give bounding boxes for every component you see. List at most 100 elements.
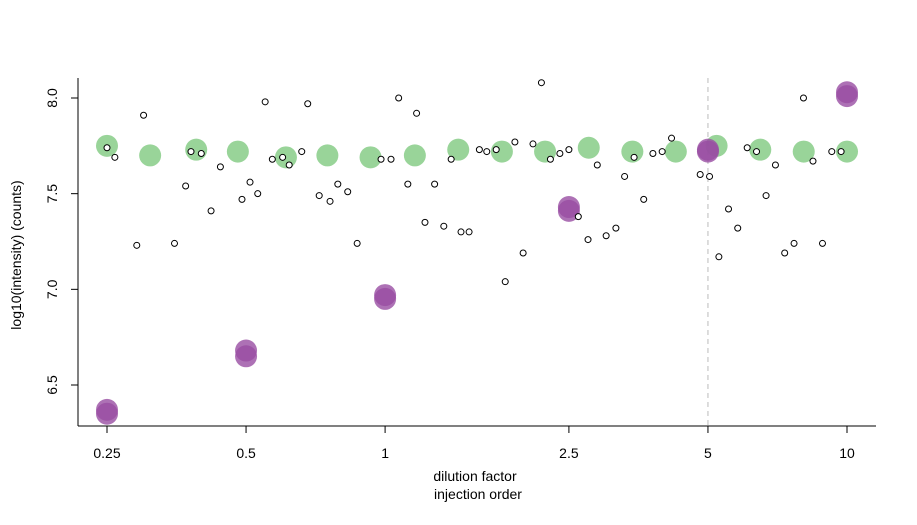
data-point <box>649 149 657 157</box>
data-point <box>696 171 704 179</box>
data-point <box>792 140 815 163</box>
data-point <box>235 345 258 368</box>
data-point <box>749 138 772 161</box>
x-ticks: 0.25 0.5 1 2.5 5 10 <box>93 426 855 461</box>
data-point <box>715 253 723 261</box>
data-point <box>96 402 118 425</box>
data-point <box>431 180 439 188</box>
data-point <box>725 205 733 213</box>
data-point <box>664 140 687 163</box>
data-point <box>387 155 395 163</box>
data-point <box>483 148 491 156</box>
data-point <box>602 232 610 240</box>
series-2 <box>103 79 845 286</box>
data-point <box>111 153 119 161</box>
data-point <box>279 153 287 161</box>
data-point <box>630 153 638 161</box>
data-point <box>584 236 592 244</box>
data-point <box>326 197 334 205</box>
x-axis-label: dilution factor <box>433 468 517 484</box>
data-point <box>537 79 545 87</box>
data-point <box>492 146 500 154</box>
data-point <box>668 134 676 142</box>
y-tick-label: 6.5 <box>44 375 60 395</box>
data-point <box>577 136 600 159</box>
data-point <box>285 161 293 169</box>
data-point <box>565 146 573 154</box>
data-point <box>836 140 858 163</box>
data-point <box>529 140 537 148</box>
data-point <box>753 148 761 156</box>
data-point <box>762 192 770 200</box>
x-tick-label: 0.5 <box>236 445 256 461</box>
data-point <box>828 148 836 156</box>
x-tick-label: 10 <box>839 445 855 461</box>
data-point <box>315 192 323 200</box>
x-tick-label: 1 <box>381 445 389 461</box>
data-point <box>182 182 190 190</box>
series-1 <box>96 81 858 425</box>
data-point <box>593 161 601 169</box>
data-point <box>475 146 483 154</box>
data-point <box>696 138 719 161</box>
y-tick-label: 7.5 <box>44 184 60 204</box>
data-point <box>216 163 224 171</box>
data-point <box>557 199 580 222</box>
axes-layer <box>77 78 876 427</box>
y-axis-label: log10(intensity) (counts) <box>8 180 24 329</box>
data-point <box>254 190 262 198</box>
data-point <box>818 239 826 247</box>
data-point <box>133 241 141 249</box>
data-point <box>170 239 178 247</box>
data-point <box>457 228 465 236</box>
data-point <box>574 213 582 221</box>
data-point <box>809 157 817 165</box>
x-axis-label-secondary: injection order <box>434 486 522 502</box>
data-point <box>404 180 412 188</box>
data-point <box>298 148 306 156</box>
y-tick-label: 8.0 <box>44 88 60 108</box>
data-point <box>781 249 789 257</box>
data-point <box>207 207 215 215</box>
data-point <box>706 172 714 180</box>
data-point <box>226 140 249 163</box>
data-point <box>238 195 246 203</box>
data-point <box>395 94 403 102</box>
data-point <box>359 146 382 169</box>
data-point <box>546 155 554 163</box>
data-point <box>187 148 195 156</box>
x-tick-label: 0.25 <box>93 445 120 461</box>
x-tick-label: 2.5 <box>559 445 579 461</box>
data-point <box>421 218 429 226</box>
data-point <box>621 140 644 163</box>
data-point <box>447 155 455 163</box>
data-point <box>139 144 162 167</box>
data-point <box>261 98 269 106</box>
data-point <box>374 287 397 310</box>
data-point <box>519 249 527 257</box>
data-point <box>640 195 648 203</box>
data-point <box>490 140 513 163</box>
data-point <box>403 144 426 167</box>
data-point <box>103 144 111 152</box>
data-point <box>413 109 421 117</box>
data-point <box>836 85 858 108</box>
data-point <box>316 144 339 167</box>
data-point <box>790 239 798 247</box>
data-point <box>799 94 807 102</box>
data-point <box>353 239 361 247</box>
y-tick-label: 7.0 <box>44 279 60 299</box>
data-point <box>612 224 620 232</box>
data-point <box>140 111 148 119</box>
data-point <box>197 149 205 157</box>
data-point <box>344 188 352 196</box>
data-point <box>734 224 742 232</box>
series-layer <box>96 79 858 425</box>
data-point <box>771 161 779 169</box>
data-point <box>268 155 276 163</box>
data-point <box>377 155 385 163</box>
data-point <box>511 138 519 146</box>
y-ticks: 6.5 7.0 7.5 8.0 <box>44 88 78 395</box>
data-point <box>743 144 751 152</box>
